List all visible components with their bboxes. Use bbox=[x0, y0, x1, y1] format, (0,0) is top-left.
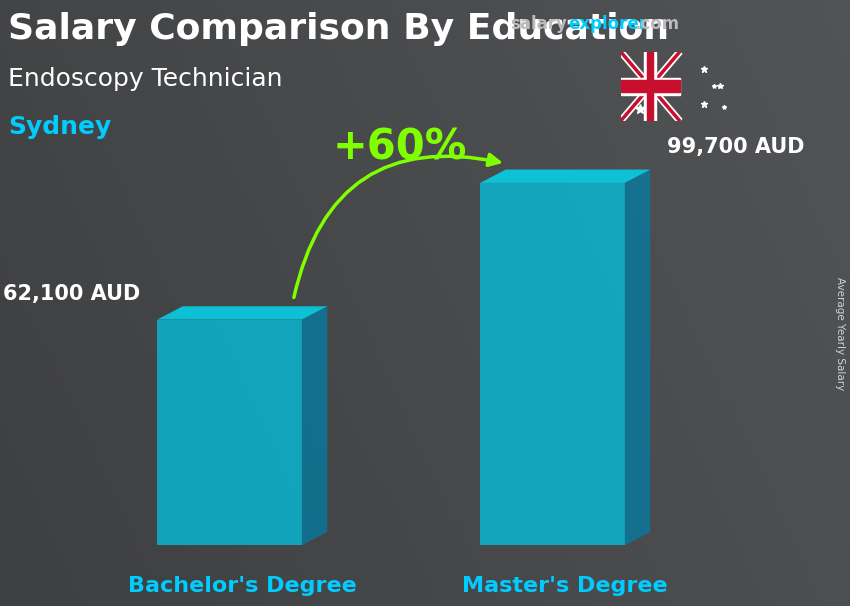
Text: Average Yearly Salary: Average Yearly Salary bbox=[835, 277, 845, 390]
Text: Endoscopy Technician: Endoscopy Technician bbox=[8, 67, 283, 91]
Polygon shape bbox=[480, 183, 625, 545]
Polygon shape bbox=[157, 306, 327, 319]
Polygon shape bbox=[302, 306, 327, 545]
Text: +60%: +60% bbox=[332, 126, 467, 168]
Polygon shape bbox=[625, 170, 650, 545]
Text: Sydney: Sydney bbox=[8, 115, 111, 139]
Text: Salary Comparison By Education: Salary Comparison By Education bbox=[8, 12, 670, 46]
Text: Master's Degree: Master's Degree bbox=[462, 576, 668, 596]
Text: 62,100 AUD: 62,100 AUD bbox=[3, 284, 140, 304]
Polygon shape bbox=[480, 170, 650, 183]
Bar bbox=[644, 52, 656, 121]
Text: .com: .com bbox=[634, 15, 679, 33]
Text: explorer: explorer bbox=[568, 15, 647, 33]
Bar bbox=[648, 52, 653, 121]
Text: salary: salary bbox=[510, 15, 567, 33]
Bar bbox=[620, 78, 680, 95]
Polygon shape bbox=[157, 319, 302, 545]
Bar bbox=[620, 81, 680, 92]
Text: Bachelor's Degree: Bachelor's Degree bbox=[128, 576, 357, 596]
Text: 99,700 AUD: 99,700 AUD bbox=[667, 138, 805, 158]
